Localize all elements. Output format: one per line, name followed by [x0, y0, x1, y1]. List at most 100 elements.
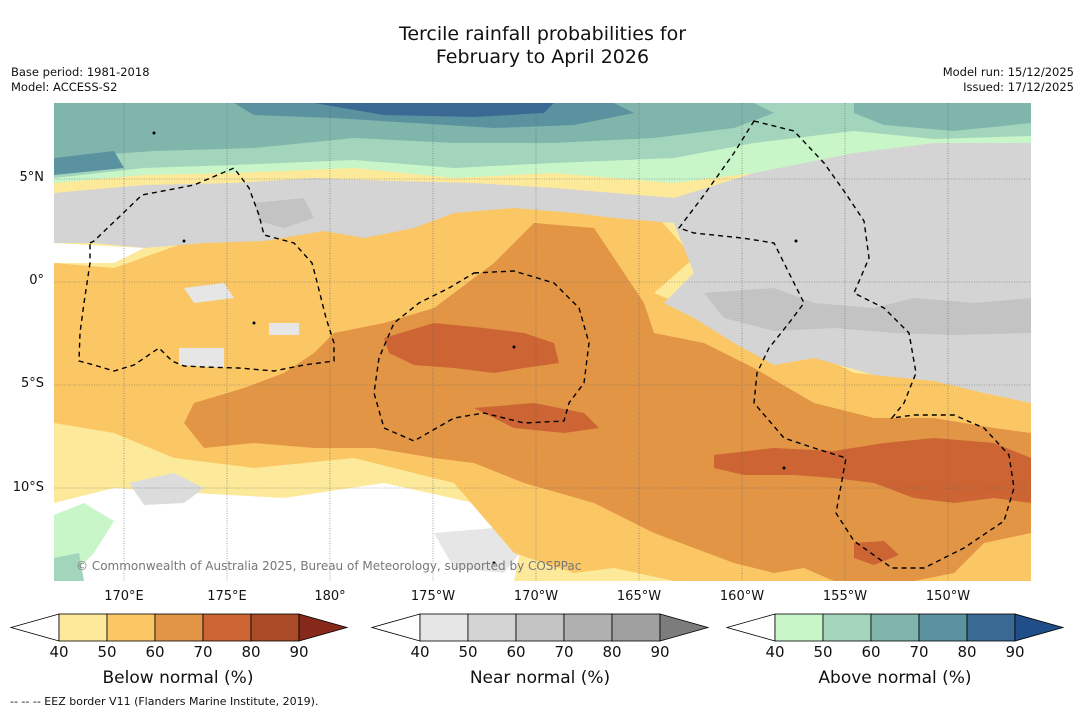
above-tick-label: 40 [765, 643, 785, 661]
colorbar-above-normal [725, 613, 1065, 642]
map-svg [54, 103, 1031, 581]
region-above-80 [314, 103, 554, 117]
lon-label-150w: 150°W [925, 589, 971, 604]
lat-label-5s: 5°S [20, 376, 44, 391]
near-tick-label: 80 [602, 643, 622, 661]
rainfall-probability-map [54, 103, 1031, 581]
near-bar-segment-1 [419, 613, 469, 642]
island-2 [252, 321, 256, 325]
colorbar-below-normal [9, 613, 349, 642]
island-3 [512, 345, 516, 349]
above-bar-high-extend [1014, 613, 1065, 642]
near-tick-label: 70 [554, 643, 574, 661]
lon-label-155w: 155°W [822, 589, 868, 604]
above-tick-label: 60 [861, 643, 881, 661]
near-bar-segment-2 [467, 613, 517, 642]
lon-label-170w: 170°W [513, 589, 559, 604]
region-near-60-west [254, 198, 314, 228]
below-bar-segment-5 [250, 613, 300, 642]
below-tick-label: 40 [49, 643, 69, 661]
model-name: Model: ACCESS-S2 [11, 80, 118, 94]
region-no-signal-west [54, 243, 144, 263]
region-below-60 [184, 223, 1031, 581]
legend-title-near: Near normal (%) [469, 668, 611, 688]
above-bar-segment-5 [966, 613, 1016, 642]
region-near-patch-3 [179, 348, 224, 368]
region-near-patch-sw [129, 473, 204, 505]
island-1 [182, 239, 186, 243]
below-tick-label: 60 [145, 643, 165, 661]
island-7 [152, 131, 156, 135]
below-bar-high-extend [298, 613, 349, 642]
below-bar-segment-1 [58, 613, 108, 642]
near-bar-high-extend [659, 613, 710, 642]
above-tick-label: 70 [909, 643, 929, 661]
region-above-70-west [54, 151, 124, 175]
above-tick-label: 80 [957, 643, 977, 661]
map-title-line1: Tercile rainfall probabilities for [398, 23, 687, 45]
lon-label-175w: 175°W [410, 589, 456, 604]
lat-label-0: 0° [29, 273, 44, 288]
region-below-70-south [474, 403, 599, 433]
lon-label-165w: 165°W [616, 589, 662, 604]
colorbar-near-normal [370, 613, 710, 642]
above-bar-segment-4 [918, 613, 968, 642]
above-bar-segment-1 [774, 613, 824, 642]
legend-title-above: Above normal (%) [818, 668, 972, 688]
lat-label-5n: 5°N [19, 170, 45, 185]
above-tick-label: 50 [813, 643, 833, 661]
lon-label-180: 180° [314, 589, 346, 604]
lon-label-170e: 170°E [104, 589, 144, 604]
islands [152, 131, 798, 565]
near-bar-segment-4 [563, 613, 613, 642]
region-above-patch-sw2 [54, 553, 84, 581]
region-below-70-east [714, 438, 1031, 503]
colorbars-svg [9, 613, 1065, 642]
lon-label-160w: 160°W [719, 589, 765, 604]
below-bar-segment-2 [106, 613, 156, 642]
base-period: Base period: 1981-2018 [11, 65, 150, 79]
near-tick-label: 40 [410, 643, 430, 661]
map-title-line2: February to April 2026 [435, 46, 650, 68]
region-below-70-se [854, 541, 899, 565]
legend-title-below: Below normal (%) [102, 668, 254, 688]
near-bar-segment-5 [611, 613, 661, 642]
issued-date: Issued: 17/12/2025 [963, 80, 1074, 94]
eez-border-phoenix [373, 270, 590, 442]
below-bar-segment-4 [202, 613, 252, 642]
near-tick-label: 50 [458, 643, 478, 661]
above-bar-low-extend [725, 613, 776, 642]
near-bar-low-extend [370, 613, 421, 642]
near-tick-label: 60 [506, 643, 526, 661]
island-6 [492, 561, 496, 565]
island-5 [782, 466, 786, 470]
eez-borders [78, 120, 1015, 569]
region-above-60-east [854, 103, 1031, 131]
eez-border-line-islands [677, 120, 1015, 569]
below-tick-label: 50 [97, 643, 117, 661]
graticule [54, 103, 1031, 581]
above-tick-label: 90 [1005, 643, 1025, 661]
near-bar-segment-3 [515, 613, 565, 642]
region-near-patch-1 [184, 283, 234, 303]
below-bar-segment-3 [154, 613, 204, 642]
near-tick-label: 90 [650, 643, 670, 661]
eez-footnote: -- -- -- EEZ border V11 (Flanders Marine… [10, 695, 319, 708]
below-tick-label: 90 [289, 643, 309, 661]
above-bar-segment-3 [870, 613, 920, 642]
below-tick-label: 70 [193, 643, 213, 661]
model-run-date: Model run: 15/12/2025 [942, 65, 1074, 79]
below-tick-label: 80 [241, 643, 261, 661]
copyright-notice: © Commonwealth of Australia 2025, Bureau… [76, 559, 582, 573]
region-near-patch-2 [269, 323, 299, 335]
region-no-signal-southwest [54, 483, 524, 581]
region-near-patch-s [434, 528, 524, 573]
eez-border-kiribati-gilbert [78, 167, 335, 372]
island-4 [794, 239, 798, 243]
region-below-70-core [384, 323, 559, 373]
lon-label-175e: 175°E [207, 589, 247, 604]
below-bar-low-extend [9, 613, 60, 642]
region-near-60-east [704, 288, 1031, 335]
above-bar-segment-2 [822, 613, 872, 642]
lat-label-10s: 10°S [12, 480, 44, 495]
